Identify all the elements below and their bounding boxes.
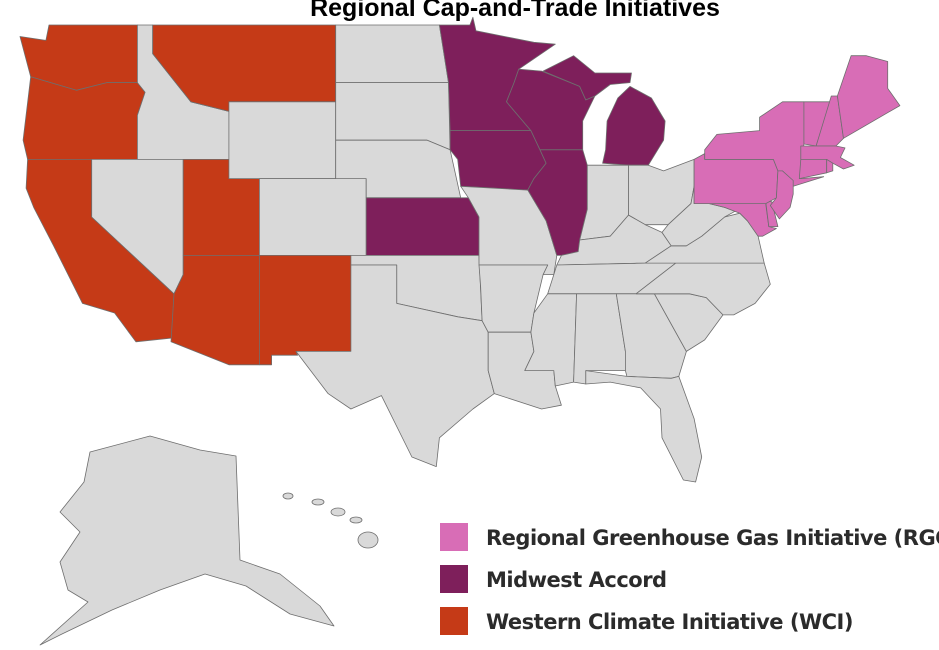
legend-label: Western Climate Initiative (WCI) (486, 610, 853, 634)
legend: Regional Greenhouse Gas Initiative (RGGI… (440, 523, 939, 635)
legend-label: Regional Greenhouse Gas Initiative (RGGI… (486, 526, 939, 550)
state (170, 255, 260, 366)
state (22, 76, 146, 160)
state (39, 435, 335, 646)
legend-swatch (440, 565, 468, 593)
state (449, 130, 547, 191)
state (524, 293, 577, 387)
state (228, 101, 337, 179)
state (282, 492, 294, 500)
state (335, 82, 451, 151)
legend-label: Midwest Accord (486, 568, 667, 592)
state (365, 197, 480, 256)
state (330, 507, 346, 517)
state (798, 159, 828, 179)
state (693, 153, 779, 204)
state (349, 516, 363, 524)
legend-swatch (440, 607, 468, 635)
state (311, 498, 325, 506)
state (357, 531, 379, 549)
state (826, 159, 834, 174)
state (295, 264, 495, 467)
state (815, 95, 844, 147)
state (837, 55, 901, 139)
state (542, 55, 632, 101)
state (602, 86, 666, 166)
state (259, 255, 352, 366)
state (335, 24, 449, 83)
state (769, 170, 794, 220)
states (19, 16, 901, 646)
map-title: Regional Cap-and-Trade Initiatives (310, 0, 720, 22)
state (259, 178, 367, 256)
state (573, 293, 626, 385)
legend-swatch (440, 523, 468, 551)
state (585, 370, 703, 483)
